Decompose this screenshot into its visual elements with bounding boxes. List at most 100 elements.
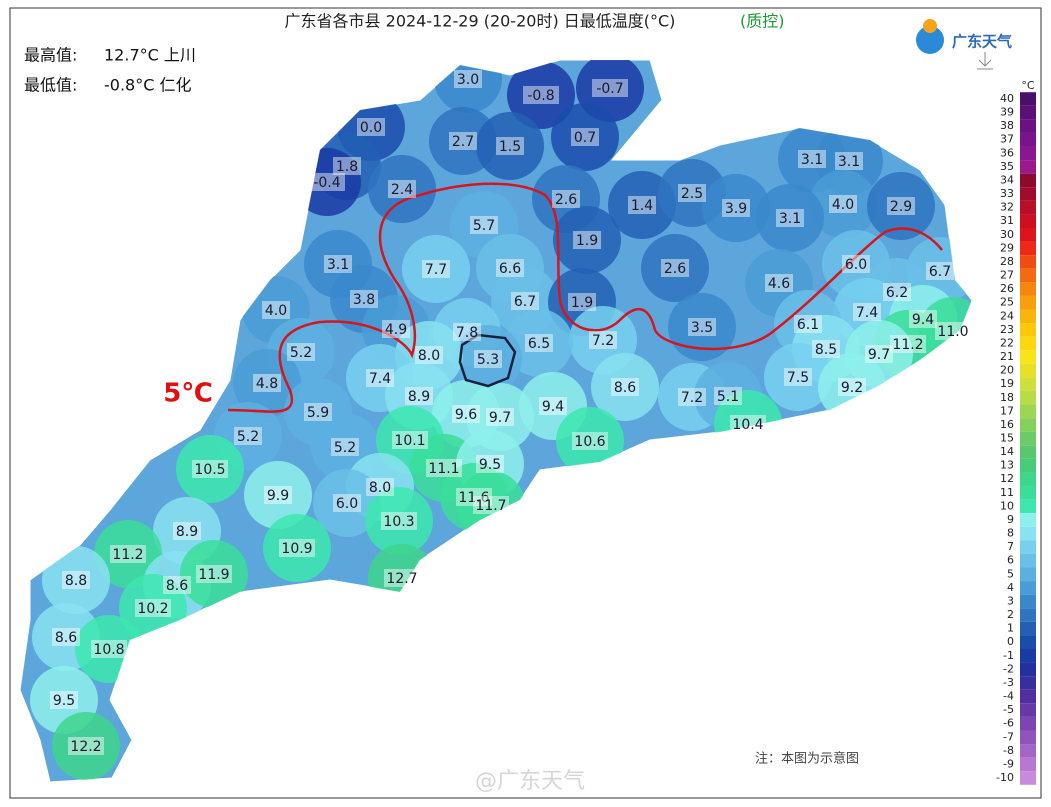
label-bg xyxy=(62,571,90,589)
label-bg xyxy=(628,196,656,214)
station-value: 7.7 xyxy=(425,262,447,278)
station-value: 9.7 xyxy=(489,410,511,426)
logo-text: 广东天气 xyxy=(952,33,1012,51)
station-value: 8.6 xyxy=(614,380,636,396)
stat-value: -0.8°C 仁化 xyxy=(104,76,191,95)
colorbar-cell xyxy=(1020,621,1036,636)
station-value: 5.2 xyxy=(237,429,259,445)
label-bg xyxy=(835,152,863,170)
label-bg xyxy=(357,118,385,136)
station-value: 7.4 xyxy=(369,371,391,387)
station-value: 5.2 xyxy=(290,345,312,361)
colorbar-tick-label: 4 xyxy=(1007,581,1014,594)
station-value: -0.7 xyxy=(596,81,623,97)
label-bg xyxy=(838,378,866,396)
label-bg xyxy=(552,190,580,208)
colorbar-cell xyxy=(1020,418,1036,432)
label-bg xyxy=(262,301,290,319)
station-value: 3.8 xyxy=(353,292,375,308)
region-fill xyxy=(668,293,736,361)
colorbar-tick-label: 36 xyxy=(1000,146,1014,159)
colorbar-cell xyxy=(1020,146,1036,161)
colorbar-cell xyxy=(1020,377,1036,391)
station-value: 9.5 xyxy=(479,457,501,473)
label-bg xyxy=(765,274,793,292)
label-bg xyxy=(50,691,78,709)
label-bg xyxy=(470,216,498,234)
colorbar-tick-label: 19 xyxy=(1000,377,1014,390)
label-bg xyxy=(279,539,315,557)
station-value: 9.9 xyxy=(267,488,289,504)
colorbar-tick-label: -4 xyxy=(1003,690,1014,703)
label-bg xyxy=(776,209,804,227)
label-bg xyxy=(935,322,971,340)
colorbar-tick-label: -5 xyxy=(1003,703,1014,716)
logo-icon xyxy=(916,26,944,54)
region-fill xyxy=(505,309,573,377)
region-fill xyxy=(702,174,770,242)
colorbar-cell xyxy=(1020,540,1036,554)
station-value: 7.8 xyxy=(456,325,478,341)
label-bg xyxy=(253,374,281,392)
station-value: 8.6 xyxy=(55,630,77,646)
station-value: 3.0 xyxy=(457,72,479,88)
label-bg xyxy=(842,255,870,273)
label-bg xyxy=(234,427,262,445)
label-bg xyxy=(589,331,617,349)
colorbar-cell xyxy=(1020,160,1036,174)
colorbar-cell xyxy=(1020,200,1036,215)
colorbar-tick-label: 30 xyxy=(1000,228,1014,241)
colorbar-tick-label: -7 xyxy=(1003,730,1014,743)
colorbar-cell xyxy=(1020,771,1036,785)
label-bg xyxy=(829,195,857,213)
region-fill xyxy=(454,325,522,393)
region-fill xyxy=(263,514,331,582)
watermark: @广东天气 xyxy=(475,769,585,794)
label-bg xyxy=(853,303,881,321)
station-value: 1.9 xyxy=(576,233,598,249)
region-fill xyxy=(313,469,381,537)
station-value: 9.4 xyxy=(912,312,934,328)
label-bg xyxy=(784,368,812,386)
label-bg xyxy=(91,640,127,658)
colorbar-tick-label: 24 xyxy=(1000,309,1014,322)
station-value: 5.2 xyxy=(334,440,356,456)
station-value: 5.7 xyxy=(473,218,495,234)
stat-label: 最低值: xyxy=(24,76,77,95)
station-value: 8.8 xyxy=(65,573,87,589)
label-bg xyxy=(496,259,524,277)
label-bg xyxy=(486,408,514,426)
label-bg xyxy=(525,334,553,352)
colorbar-tick-label: 7 xyxy=(1007,540,1014,553)
colorbar-tick-label: 16 xyxy=(1000,418,1014,431)
station-value: 6.1 xyxy=(797,317,819,333)
colorbar-tick-label: 18 xyxy=(1000,391,1014,404)
station-value: 6.5 xyxy=(528,336,550,352)
station-value: 10.8 xyxy=(93,642,124,658)
label-bg xyxy=(474,350,502,368)
region-fill xyxy=(233,349,301,417)
label-bg xyxy=(366,478,394,496)
station-labels: 3.0 -0.8 -0.7 0.0 2.7 1.5 0.7 1.8-0.4 2.4 2.6 1.4 2… xyxy=(50,70,971,755)
region-fill xyxy=(52,712,120,780)
colorbar-tick-label: 27 xyxy=(1000,269,1014,282)
label-bg xyxy=(688,318,716,336)
label-bg xyxy=(405,387,433,405)
region-fill xyxy=(368,155,436,223)
colorbar-cell xyxy=(1020,282,1036,296)
colorbar-tick-label: 11 xyxy=(1000,486,1014,499)
colorbar-cell xyxy=(1020,187,1036,201)
colorbar-tick-label: 26 xyxy=(1000,282,1014,295)
region-fill xyxy=(641,234,709,302)
region-fill xyxy=(476,112,544,180)
colorbar-tick-label: 17 xyxy=(1000,404,1014,417)
station-value: 8.0 xyxy=(418,348,440,364)
colorbar-tick-label: -3 xyxy=(1003,676,1014,689)
stat-value: 12.7°C 上川 xyxy=(104,46,196,65)
station-value: 4.8 xyxy=(256,376,278,392)
download-icon[interactable] xyxy=(977,52,993,70)
label-bg xyxy=(473,496,509,514)
region-fill xyxy=(756,184,824,252)
label-bg xyxy=(422,260,450,278)
region-fill xyxy=(551,103,619,171)
